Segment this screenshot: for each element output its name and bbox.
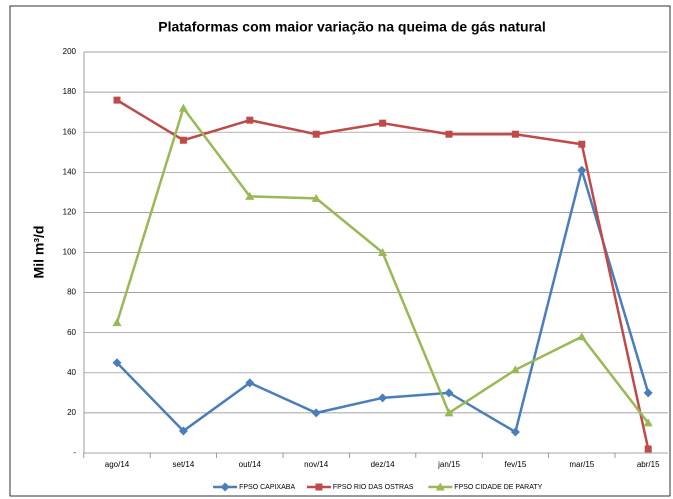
marker: [179, 136, 187, 144]
x-tick-label: fev/15: [505, 460, 527, 469]
marker: [246, 116, 254, 124]
x-tick-label: set/14: [173, 460, 195, 469]
marker: [643, 418, 653, 427]
marker: [511, 130, 519, 138]
x-tick-label: mar/15: [569, 460, 594, 469]
marker: [510, 427, 520, 437]
marker: [315, 483, 323, 491]
marker: [577, 332, 587, 341]
marker: [245, 378, 255, 388]
y-tick-label: 80: [67, 288, 76, 297]
marker: [510, 365, 520, 374]
y-tick-label: 140: [63, 167, 77, 176]
x-tick-label: abr/15: [637, 460, 660, 469]
marker: [311, 193, 321, 202]
marker: [577, 165, 587, 175]
marker: [178, 103, 188, 112]
marker: [643, 388, 653, 398]
y-tick-label: 60: [67, 328, 76, 337]
marker: [444, 408, 454, 417]
chart-title: Plataformas com maior variação na queima…: [158, 19, 545, 35]
y-tick-label: 100: [63, 248, 77, 257]
y-tick-label: 20: [67, 408, 76, 417]
marker: [444, 388, 454, 398]
y-tick-label: 40: [67, 368, 76, 377]
marker: [578, 140, 586, 148]
marker: [312, 130, 320, 138]
y-tick-label: 200: [63, 47, 77, 56]
x-tick-label: nov/14: [304, 460, 329, 469]
marker: [245, 191, 255, 200]
marker: [112, 358, 122, 368]
y-tick-label: -: [73, 448, 76, 457]
x-tick-label: dez/14: [371, 460, 396, 469]
marker: [644, 445, 652, 453]
marker: [435, 482, 445, 491]
x-tick-label: ago/14: [105, 460, 130, 469]
y-tick-label: 120: [63, 208, 77, 217]
marker: [220, 482, 230, 492]
x-tick-label: jan/15: [437, 460, 460, 469]
legend-label: FPSO CAPIXABA: [239, 484, 295, 491]
marker: [378, 393, 388, 403]
marker: [378, 248, 388, 256]
legend-label: FPSO CIDADE DE PARATY: [454, 484, 542, 491]
y-tick-label: 160: [63, 127, 77, 136]
legend-label: FPSO RIO DAS OSTRAS: [333, 484, 414, 491]
chart-frame: [9, 5, 671, 497]
marker: [112, 318, 122, 327]
y-axis-label: Mil m³/d: [31, 226, 47, 279]
marker: [445, 130, 453, 138]
x-tick-label: out/14: [239, 460, 262, 469]
marker: [113, 96, 121, 104]
marker: [178, 426, 188, 436]
marker: [379, 119, 387, 127]
y-tick-label: 180: [63, 87, 77, 96]
marker: [311, 408, 321, 418]
